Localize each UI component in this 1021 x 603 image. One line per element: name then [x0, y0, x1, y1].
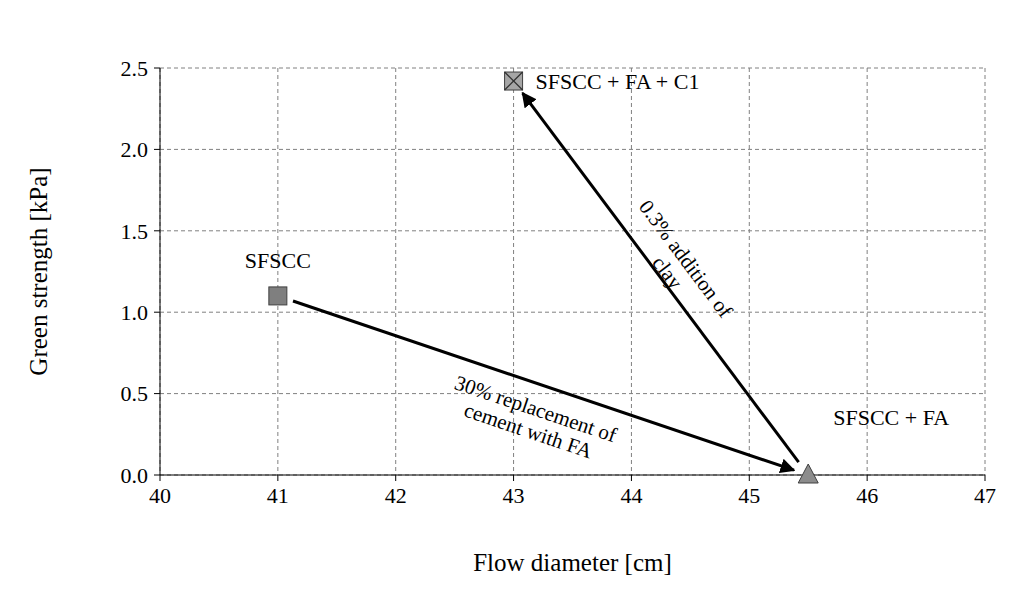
svg-text:SFSCC: SFSCC — [245, 248, 311, 273]
svg-text:0.3% addition ofclay: 0.3% addition ofclay — [616, 195, 738, 336]
svg-text:41: 41 — [267, 483, 289, 508]
svg-text:46: 46 — [856, 483, 878, 508]
svg-text:2.5: 2.5 — [121, 56, 149, 81]
svg-text:0.0: 0.0 — [121, 463, 149, 488]
svg-text:1.0: 1.0 — [121, 300, 149, 325]
svg-text:0.5: 0.5 — [121, 381, 149, 406]
svg-text:2.0: 2.0 — [121, 137, 149, 162]
svg-text:45: 45 — [738, 483, 760, 508]
svg-text:Green strength [kPa]: Green strength [kPa] — [25, 167, 52, 375]
svg-text:30% replacement ofcement with: 30% replacement ofcement with FA — [444, 370, 619, 469]
svg-text:Flow diameter [cm]: Flow diameter [cm] — [473, 549, 672, 576]
svg-text:SFSCC + FA: SFSCC + FA — [833, 405, 949, 430]
svg-text:42: 42 — [385, 483, 407, 508]
svg-text:SFSCC + FA + C1: SFSCC + FA + C1 — [536, 69, 700, 94]
svg-text:40: 40 — [149, 483, 171, 508]
svg-text:47: 47 — [974, 483, 996, 508]
svg-text:1.5: 1.5 — [121, 219, 149, 244]
svg-text:43: 43 — [503, 483, 525, 508]
svg-text:44: 44 — [620, 483, 642, 508]
